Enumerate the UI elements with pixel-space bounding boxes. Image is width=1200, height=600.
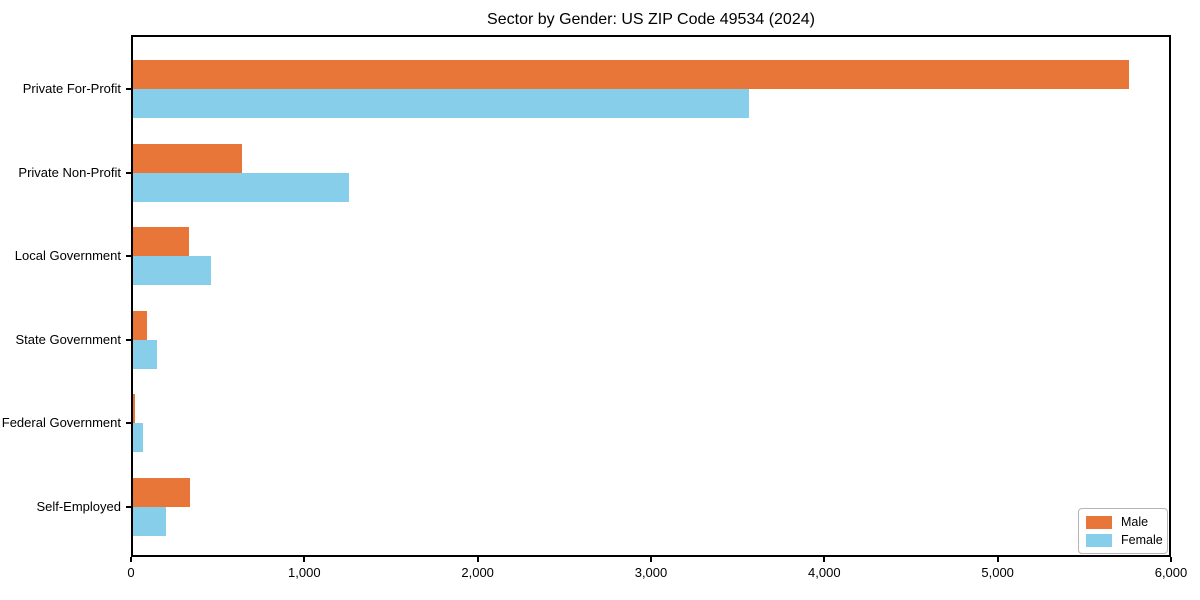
x-tick [823,557,826,562]
x-tick-label: 5,000 [981,565,1014,580]
bar-female-private-non-profit [131,172,350,202]
y-tick [126,88,131,90]
x-tick-label: 6,000 [1154,565,1188,580]
y-tick [126,338,131,341]
legend-item-female: Female [1086,533,1163,547]
legend-label-male: Male [1121,515,1149,529]
legend: Male Female [1078,508,1168,554]
x-tick [650,557,652,562]
bar-male-state-government [131,310,147,340]
y-tick-label: Private For-Profit [22,81,121,96]
x-tick [996,557,999,562]
y-tick [126,506,131,508]
bar-female-state-government [131,339,157,369]
bar-female-federal-government [131,423,143,453]
bar-male-federal-government [131,394,135,424]
plot-area [131,35,1171,557]
legend-swatch-male [1086,515,1112,529]
y-tick-label: Federal Government [1,415,121,431]
bar-female-local-government [131,256,211,286]
bar-female-self-employed [131,507,167,536]
y-tick-label: State Government [15,331,122,347]
y-tick-label: Self-Employed [36,499,121,514]
x-tick-label: 0 [127,565,135,580]
x-tick [130,557,132,562]
x-tick [476,557,479,562]
y-tick-label: Local Government [14,248,121,264]
x-tick-label: 1,000 [288,565,321,580]
y-tick [126,422,131,425]
x-tick-label: 2,000 [461,565,494,580]
bar-female-private-for-profit [131,89,750,118]
y-tick [126,171,131,174]
y-tick [126,255,131,258]
x-tick [303,557,306,562]
legend-item-male: Male [1086,515,1160,529]
bar-male-private-non-profit [131,143,242,173]
legend-label-female: Female [1121,533,1163,547]
x-tick [1170,557,1172,562]
y-tick-label: Private Non-Profit [18,164,121,180]
legend-swatch-female [1086,533,1112,547]
bar-male-self-employed [131,478,190,507]
bar-male-private-for-profit [131,60,1129,89]
x-tick-label: 3,000 [634,565,668,580]
chart-title: Sector by Gender: US ZIP Code 49534 (202… [487,11,815,28]
x-tick-label: 4,000 [808,565,841,580]
bar-male-local-government [131,227,190,257]
